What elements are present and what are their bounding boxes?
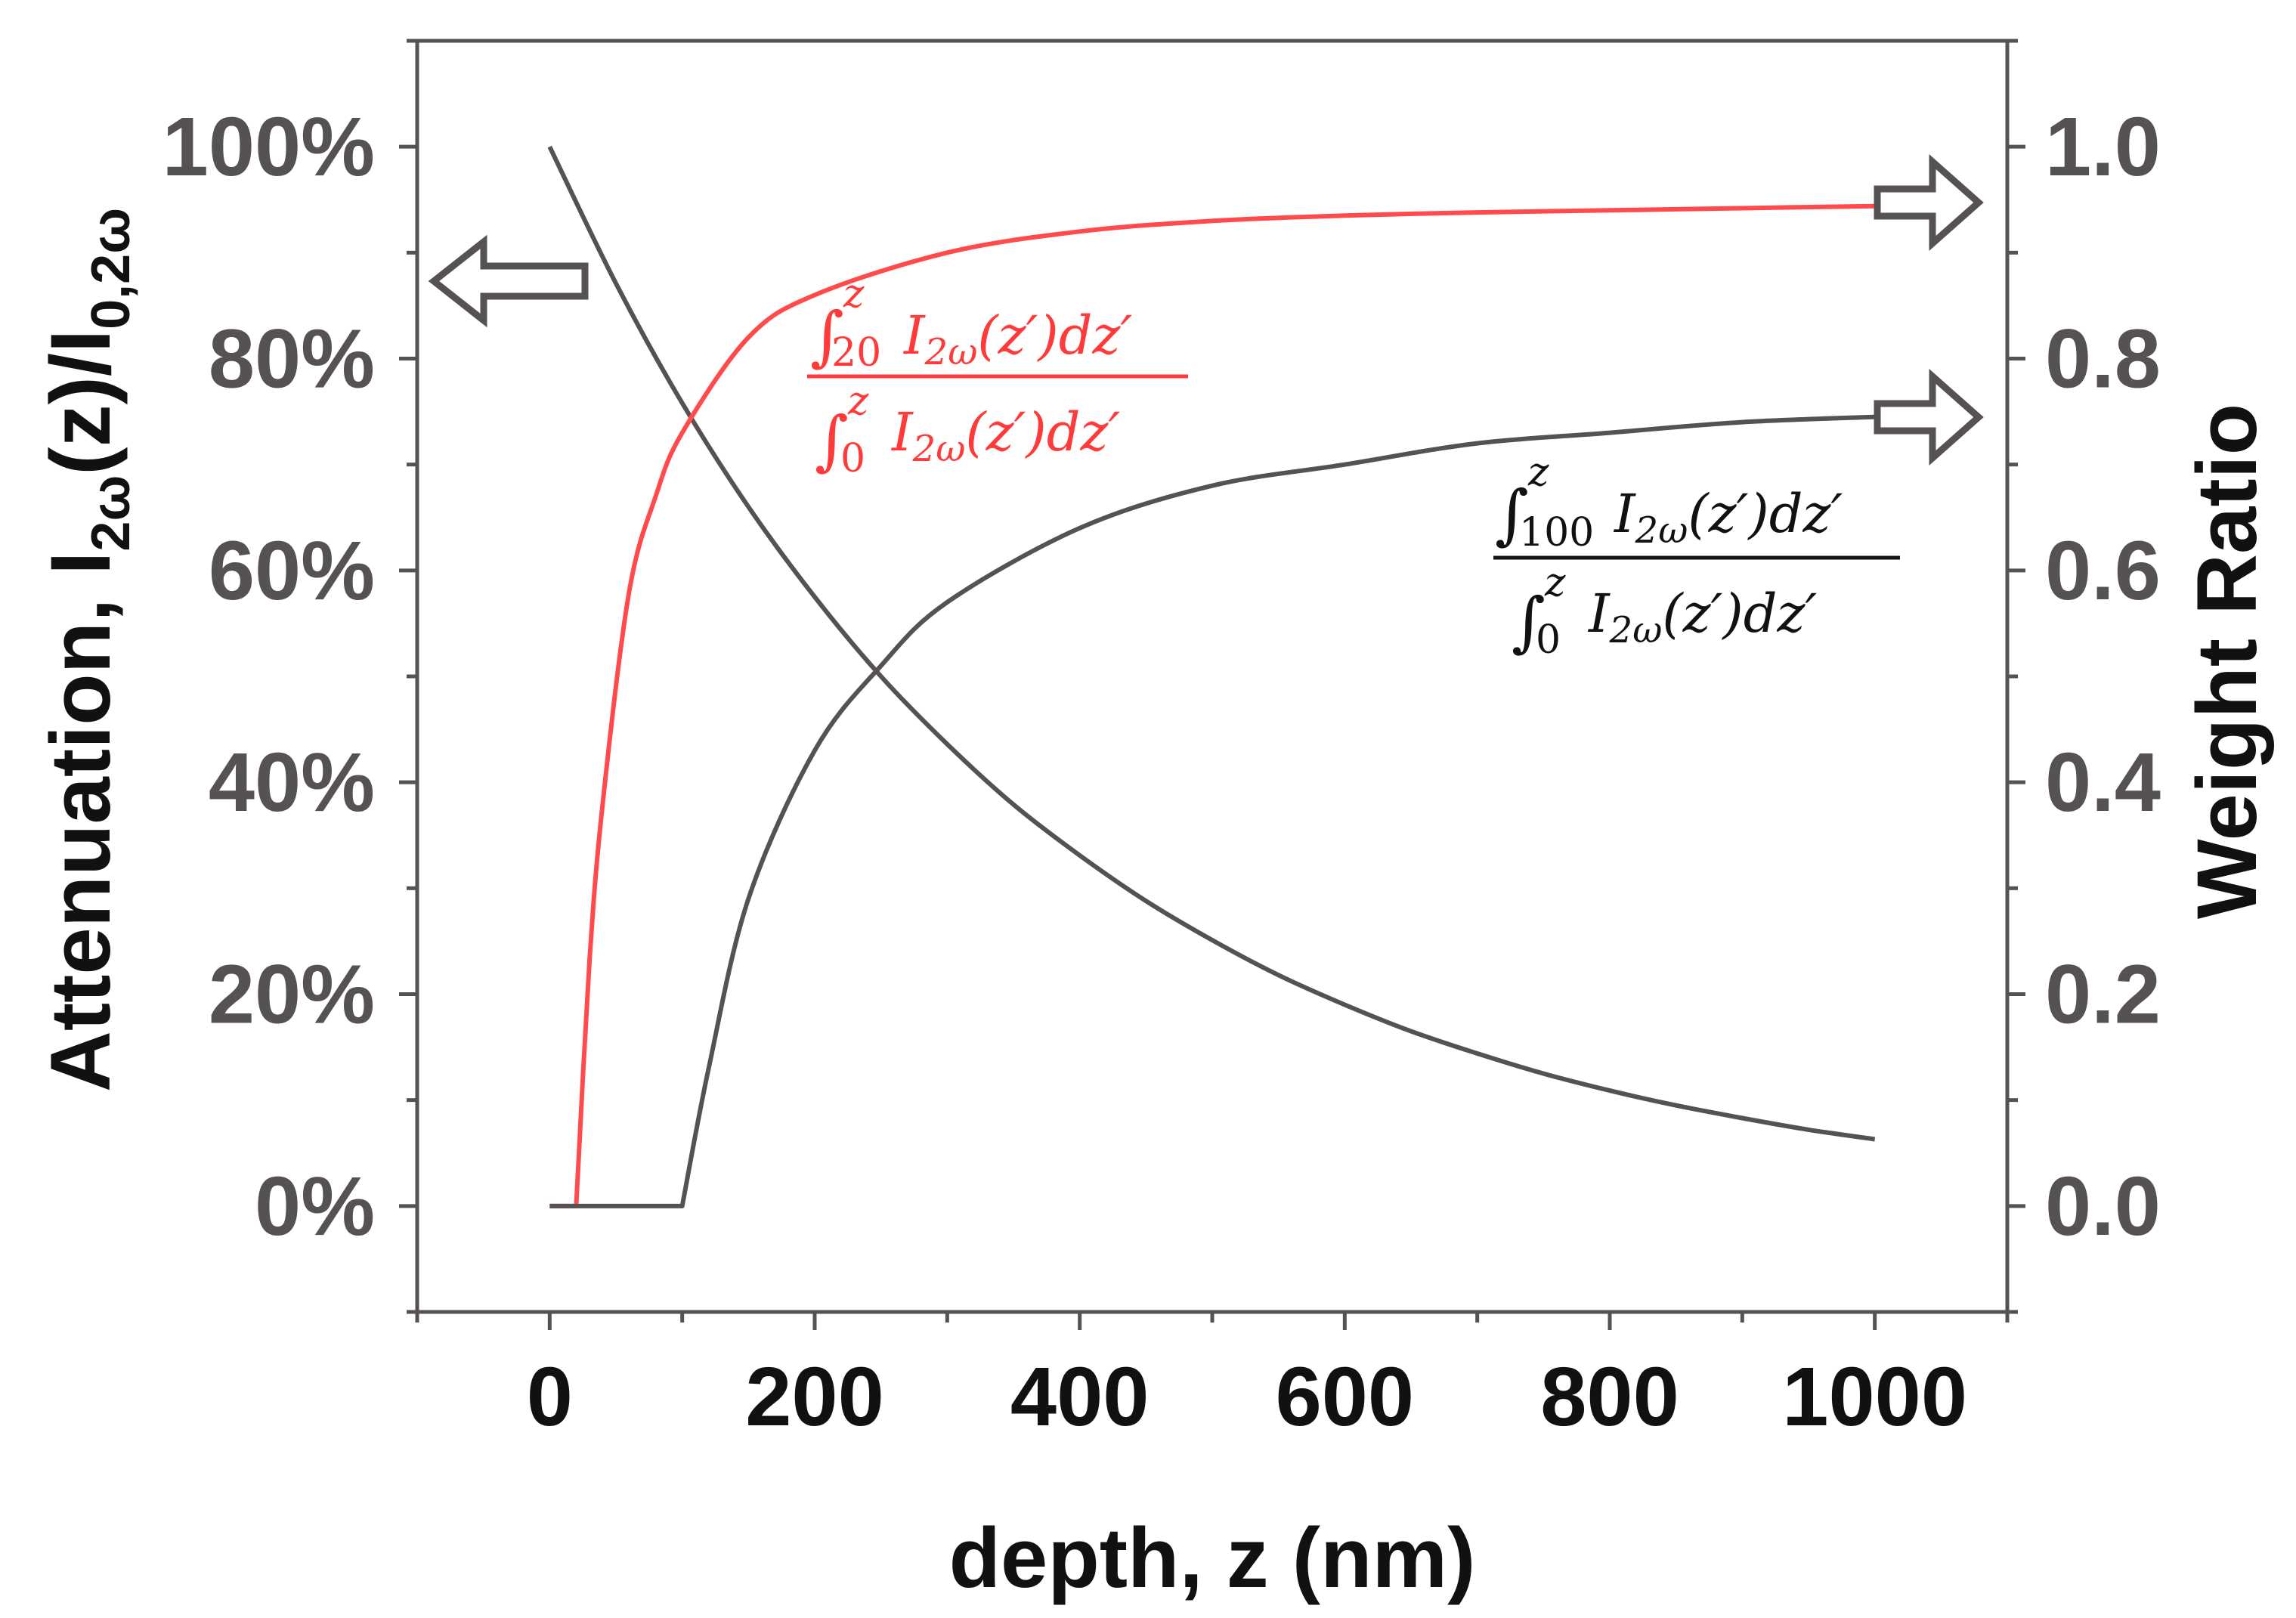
x-tick-label: 400 (1010, 1350, 1150, 1443)
gray-eq-lower-num: 100 (1519, 510, 1594, 555)
series-layer (547, 145, 1876, 1208)
red-eq-den-rest: (z′)dz′ (965, 401, 1120, 463)
left-axis-title-mid: (z)/I (33, 329, 128, 475)
red-equation: ∫ z 20 I2ω(z′)dz′ ∫ z 0 I2ω(z′)dz′ (807, 271, 1188, 481)
left-axis-title-main: Attenuation, I (33, 552, 128, 1092)
gray-eq-lower-den: 0 (1536, 617, 1561, 663)
gray-equation: ∫ z 100 I2ω(z′)dz′ ∫ z 0 I2ω(z′)dz′ (1493, 450, 1900, 663)
left-arrow-icon (428, 234, 589, 328)
series-line-1 (547, 145, 1876, 1142)
right-axis-ticks: 0.0 0.2 0.4 0.6 0.8 1.0 (2007, 39, 2161, 1314)
gray-eq-numerator: I2ω(z′)dz′ (1613, 483, 1843, 552)
x-tick-label: 1000 (1782, 1350, 1967, 1443)
left-axis-title: Attenuation, I2ω(z)/I0,2ω (33, 208, 141, 1092)
x-tick-label: 0 (527, 1350, 573, 1443)
gray-eq-integral-den: ∫ (1512, 584, 1546, 660)
left-axis-title-sub: 2ω (81, 475, 141, 552)
red-eq-integral-num: ∫ (810, 299, 844, 374)
red-eq-denominator: I2ω(z′)dz′ (890, 401, 1120, 470)
right-tick-label: 0.2 (2045, 948, 2161, 1041)
gray-eq-den-I: I (1587, 583, 1611, 645)
red-eq-lower-num: 20 (831, 330, 881, 376)
red-eq-numerator: I2ω(z′)dz′ (902, 305, 1132, 373)
x-tick-label: 600 (1276, 1350, 1415, 1443)
red-eq-upper-num: z (843, 271, 865, 317)
red-eq-num-rest: (z′)dz′ (977, 305, 1132, 367)
red-eq-upper-den: z (847, 379, 869, 424)
right-tick-label: 0.0 (2045, 1160, 2161, 1253)
series-line-2 (549, 203, 1875, 1208)
right-tick-label: 1.0 (2045, 101, 2161, 193)
gray-eq-upper-num: z (1527, 450, 1549, 495)
left-axis-ticks: 0% 20% 40% 60% 80% 100% (162, 39, 417, 1314)
left-tick-label: 60% (209, 524, 375, 617)
left-tick-label: 80% (209, 313, 375, 406)
left-tick-label: 40% (209, 736, 375, 829)
x-tick-label: 800 (1540, 1350, 1679, 1443)
gray-eq-upper-den: z (1544, 560, 1566, 605)
series-line-3 (549, 414, 1875, 1208)
x-tick-label: 200 (745, 1350, 884, 1443)
red-eq-num-sub: 2ω (924, 331, 978, 373)
gray-eq-num-rest: (z′)dz′ (1688, 483, 1843, 545)
red-eq-lower-den: 0 (840, 436, 865, 481)
right-tick-label: 0.8 (2045, 313, 2161, 406)
red-eq-num-I: I (902, 305, 926, 367)
red-eq-integral-den: ∫ (815, 403, 849, 478)
right-tick-label: 0.4 (2045, 736, 2161, 829)
left-tick-label: 0% (255, 1160, 375, 1253)
right-axis-title: Weight Ratio (2180, 404, 2274, 919)
right-arrow-bottom-icon (1874, 369, 1984, 466)
gray-eq-den-sub: 2ω (1609, 609, 1663, 651)
left-tick-label: 20% (209, 948, 375, 1041)
x-axis-ticks: 0 200 400 600 800 1000 (415, 1312, 2010, 1443)
gray-eq-den-rest: (z′)dz′ (1662, 583, 1817, 645)
gray-eq-denominator: I2ω(z′)dz′ (1587, 583, 1817, 651)
right-tick-label: 0.6 (2045, 524, 2161, 617)
red-eq-den-sub: 2ω (912, 428, 966, 470)
x-axis-title: depth, z (nm) (949, 1511, 1476, 1605)
right-arrow-top-icon (1874, 154, 1984, 251)
gray-eq-num-I: I (1613, 483, 1636, 545)
left-tick-label: 100% (162, 101, 375, 193)
gray-eq-integral-num: ∫ (1495, 477, 1529, 552)
red-eq-den-I: I (890, 401, 914, 463)
gray-eq-num-sub: 2ω (1635, 509, 1688, 552)
left-axis-title-sub2: 0,2ω (81, 208, 141, 329)
